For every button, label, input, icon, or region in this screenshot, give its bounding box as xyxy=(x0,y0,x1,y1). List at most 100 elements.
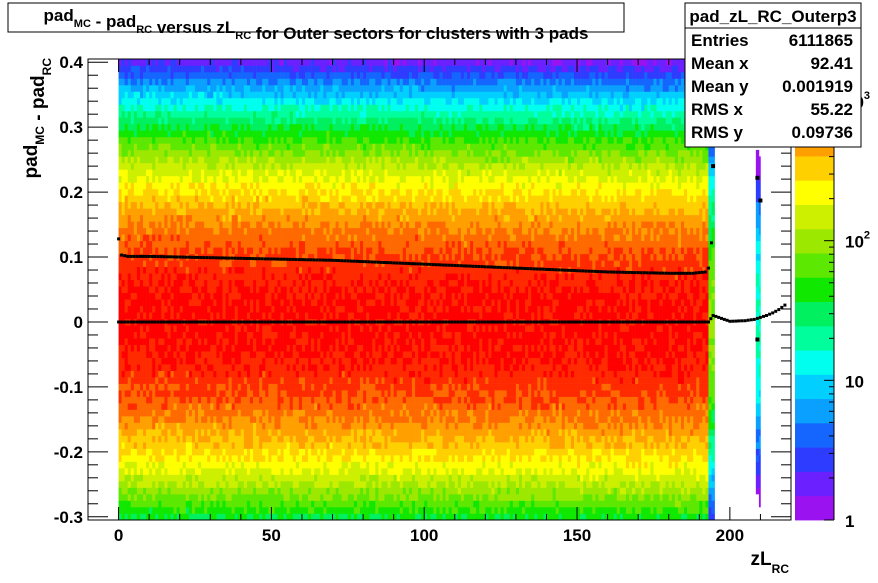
heatmap-cell xyxy=(121,422,125,430)
heatmap-cell xyxy=(194,175,199,183)
heatmap-cell xyxy=(301,65,306,73)
heatmap-cell xyxy=(152,338,156,345)
heatmap-cell xyxy=(277,110,281,118)
heatmap-cell xyxy=(198,370,202,378)
heatmap-cell xyxy=(277,429,281,436)
heatmap-cell xyxy=(292,481,297,488)
heatmap-cell xyxy=(127,221,132,229)
heatmap-cell xyxy=(155,175,159,183)
heatmap-cell xyxy=(268,331,272,339)
heatmap-cell xyxy=(158,117,162,125)
heatmap-cell xyxy=(185,78,190,86)
heatmap-cell xyxy=(182,325,187,332)
heatmap-cell xyxy=(231,364,236,371)
heatmap-cell xyxy=(149,494,153,501)
heatmap-cell xyxy=(225,156,229,164)
heatmap-cell xyxy=(170,299,174,307)
heatmap-cell xyxy=(146,396,150,404)
heatmap-cell xyxy=(329,338,333,345)
heatmap-cell xyxy=(182,156,187,164)
heatmap-cell xyxy=(127,351,132,358)
heatmap-cell xyxy=(311,383,315,391)
heatmap-cell xyxy=(146,500,150,508)
heatmap-cell xyxy=(155,474,159,482)
heatmap-cell xyxy=(176,299,180,307)
heatmap-cell xyxy=(155,442,159,449)
heatmap-cell xyxy=(298,59,303,66)
heatmap-cell xyxy=(295,162,300,170)
heatmap-cell xyxy=(146,266,150,274)
heatmap-cell xyxy=(149,104,153,112)
heatmap-cell xyxy=(326,312,330,320)
heatmap-cell xyxy=(271,234,275,242)
heatmap-cell xyxy=(219,130,223,138)
heatmap-cell xyxy=(194,182,199,190)
heatmap-cell xyxy=(127,513,132,521)
heatmap-cell xyxy=(298,182,303,190)
heatmap-cell xyxy=(118,409,122,417)
heatmap-cell xyxy=(314,91,318,99)
heatmap-cell xyxy=(207,364,211,371)
heatmap-cell xyxy=(164,84,168,92)
heatmap-cell xyxy=(170,377,174,384)
heatmap-cell xyxy=(253,117,257,125)
heatmap-cell xyxy=(317,305,321,313)
heatmap-cell xyxy=(286,409,291,417)
heatmap-cell xyxy=(295,266,300,274)
heatmap-cell xyxy=(305,299,309,307)
heatmap-cell xyxy=(326,416,330,423)
heatmap-cell xyxy=(314,149,318,157)
heatmap-cell xyxy=(194,305,199,313)
heatmap-cell xyxy=(176,227,180,235)
heatmap-cell xyxy=(256,474,260,482)
heatmap-cell xyxy=(240,487,245,495)
heatmap-cell xyxy=(305,117,309,125)
heatmap-cell xyxy=(191,461,196,469)
heatmap-cell xyxy=(216,403,220,410)
heatmap-cell xyxy=(243,117,248,125)
heatmap-cell xyxy=(250,195,254,203)
heatmap-cell xyxy=(237,143,242,151)
heatmap-cell xyxy=(308,513,312,521)
heatmap-cell xyxy=(314,104,318,112)
heatmap-cell xyxy=(219,396,223,404)
heatmap-cell xyxy=(274,474,278,482)
heatmap-cell xyxy=(130,461,135,469)
heatmap-cell xyxy=(314,403,318,410)
heatmap-cell xyxy=(323,143,327,151)
heatmap-cell xyxy=(152,130,156,138)
heatmap-cell xyxy=(210,286,214,294)
heatmap-cell xyxy=(161,481,165,488)
heatmap-cell xyxy=(234,383,239,391)
heatmap-cell xyxy=(149,201,153,209)
heatmap-cell xyxy=(164,130,168,138)
heatmap-cell xyxy=(139,214,144,222)
heatmap-cell xyxy=(194,344,199,352)
heatmap-cell xyxy=(262,370,266,378)
heatmap-cell xyxy=(280,279,284,287)
heatmap-cell xyxy=(173,279,177,287)
heatmap-cell xyxy=(234,214,239,222)
heatmap-cell xyxy=(326,325,330,332)
heatmap-cell xyxy=(326,169,330,177)
heatmap-cell xyxy=(234,461,239,469)
heatmap-cell xyxy=(164,260,168,268)
heatmap-cell xyxy=(283,416,287,423)
heatmap-cell xyxy=(283,188,287,196)
heatmap-cell xyxy=(188,97,193,105)
heatmap-cell xyxy=(308,123,312,131)
heatmap-cell xyxy=(277,156,281,164)
heatmap-cell xyxy=(317,299,321,307)
heatmap-cell xyxy=(136,110,141,118)
heatmap-cell xyxy=(139,416,144,423)
heatmap-cell xyxy=(308,110,312,118)
heatmap-cell xyxy=(314,370,318,378)
heatmap-cell xyxy=(179,292,184,300)
heatmap-cell xyxy=(152,396,156,404)
heatmap-cell xyxy=(210,422,214,430)
heatmap-cell xyxy=(274,195,278,203)
heatmap-cell xyxy=(274,299,278,307)
heatmap-cell xyxy=(124,266,129,274)
heatmap-cell xyxy=(139,305,144,313)
heatmap-cell xyxy=(143,494,147,501)
